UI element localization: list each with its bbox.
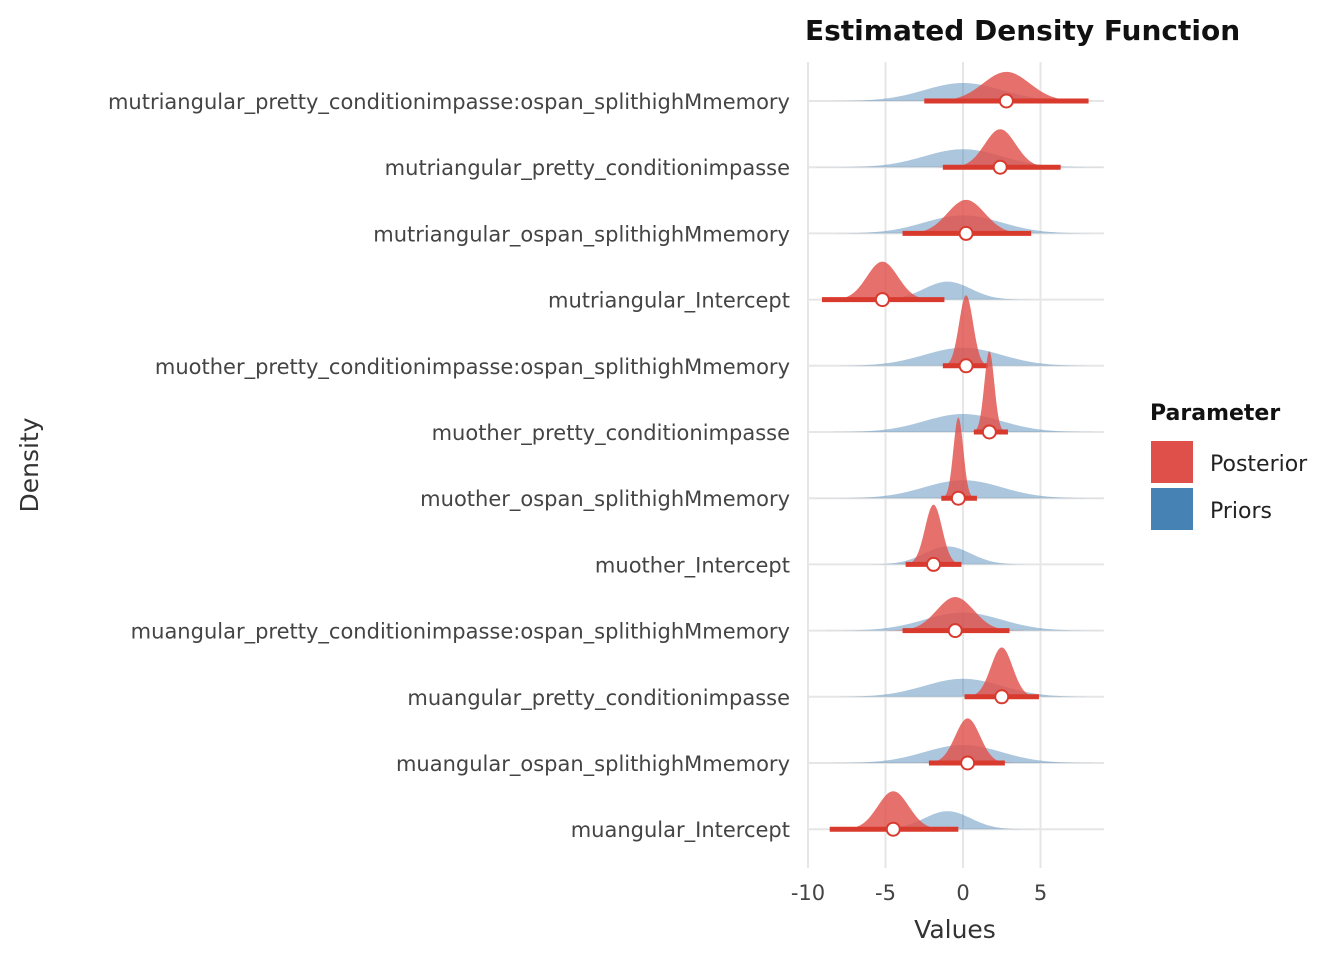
- posterior-median-point: [885, 821, 901, 837]
- posterior-median-point: [981, 424, 997, 440]
- x-axis-ticks: -10 -5 0 5: [791, 881, 1047, 905]
- x-tick-label: -5: [875, 881, 896, 905]
- posterior-density-ridge: [812, 261, 953, 300]
- posterior-median-point: [960, 755, 976, 771]
- density-ridges: [808, 71, 1103, 837]
- posterior-median-point: [994, 689, 1010, 705]
- x-tick-label: 5: [1034, 881, 1047, 905]
- category-label: mutriangular_pretty_conditionimpasse:osp…: [108, 90, 790, 115]
- x-tick-label: -10: [791, 881, 825, 905]
- posterior-density-ridge: [936, 417, 981, 499]
- category-label: muangular_ospan_splithighMmemory: [396, 752, 790, 777]
- posterior-median-point: [998, 93, 1014, 109]
- legend-label-priors: Priors: [1210, 499, 1272, 524]
- category-label: muangular_Intercept: [571, 818, 790, 843]
- category-labels: mutriangular_pretty_conditionimpasse:osp…: [108, 90, 790, 843]
- posterior-density-ridge: [901, 71, 1103, 101]
- category-label: muother_ospan_splithighMmemory: [420, 487, 790, 512]
- posterior-density-ridge: [930, 129, 1070, 168]
- prior-density-ridge: [808, 678, 1103, 697]
- prior-density-ridge: [808, 149, 1103, 168]
- legend-swatch-priors: [1151, 488, 1193, 530]
- legend-label-posterior: Posterior: [1210, 452, 1308, 477]
- y-axis-title: Density: [15, 417, 44, 512]
- posterior-density-ridge: [911, 718, 1024, 763]
- category-label: mutriangular_Intercept: [548, 289, 790, 314]
- legend: Parameter Posterior Priors: [1150, 401, 1308, 530]
- posterior-median-point: [874, 292, 890, 308]
- category-label: muangular_pretty_conditionimpasse: [407, 686, 790, 711]
- x-axis-title: Values: [914, 915, 996, 944]
- posterior-median-point: [947, 623, 963, 639]
- posterior-density-ridge: [967, 351, 1012, 432]
- posterior-median-point: [958, 225, 974, 241]
- legend-title: Parameter: [1150, 401, 1280, 426]
- posterior-density-ridge: [882, 199, 1050, 234]
- prior-density-ridge: [808, 546, 1103, 565]
- prior-density-ridge: [808, 414, 1103, 432]
- posterior-density-ridge: [934, 295, 998, 366]
- category-label: muangular_pretty_conditionimpasse:ospan_…: [131, 620, 790, 645]
- legend-swatch-posterior: [1151, 441, 1193, 483]
- posterior-median-point: [992, 159, 1008, 175]
- chart-title: Estimated Density Function: [805, 14, 1240, 47]
- posterior-density-ridge: [823, 791, 963, 830]
- posterior-median-point: [926, 556, 942, 572]
- prior-density-ridge: [808, 811, 1103, 830]
- category-label: muother_pretty_conditionimpasse:ospan_sp…: [155, 355, 790, 380]
- category-label: muother_pretty_conditionimpasse: [432, 421, 790, 446]
- posterior-density-ridge: [871, 597, 1039, 631]
- category-label: mutriangular_ospan_splithighMmemory: [373, 222, 790, 247]
- prior-density-ridge: [808, 83, 1103, 101]
- posterior-density-ridge: [895, 504, 972, 565]
- prior-density-ridge: [808, 281, 1103, 300]
- x-tick-label: 0: [956, 881, 969, 905]
- category-label: muother_Intercept: [595, 553, 790, 578]
- posterior-median-point: [958, 358, 974, 374]
- posterior-median-point: [950, 490, 966, 506]
- category-label: mutriangular_pretty_conditionimpasse: [385, 156, 790, 181]
- posterior-density-ridge: [952, 647, 1051, 697]
